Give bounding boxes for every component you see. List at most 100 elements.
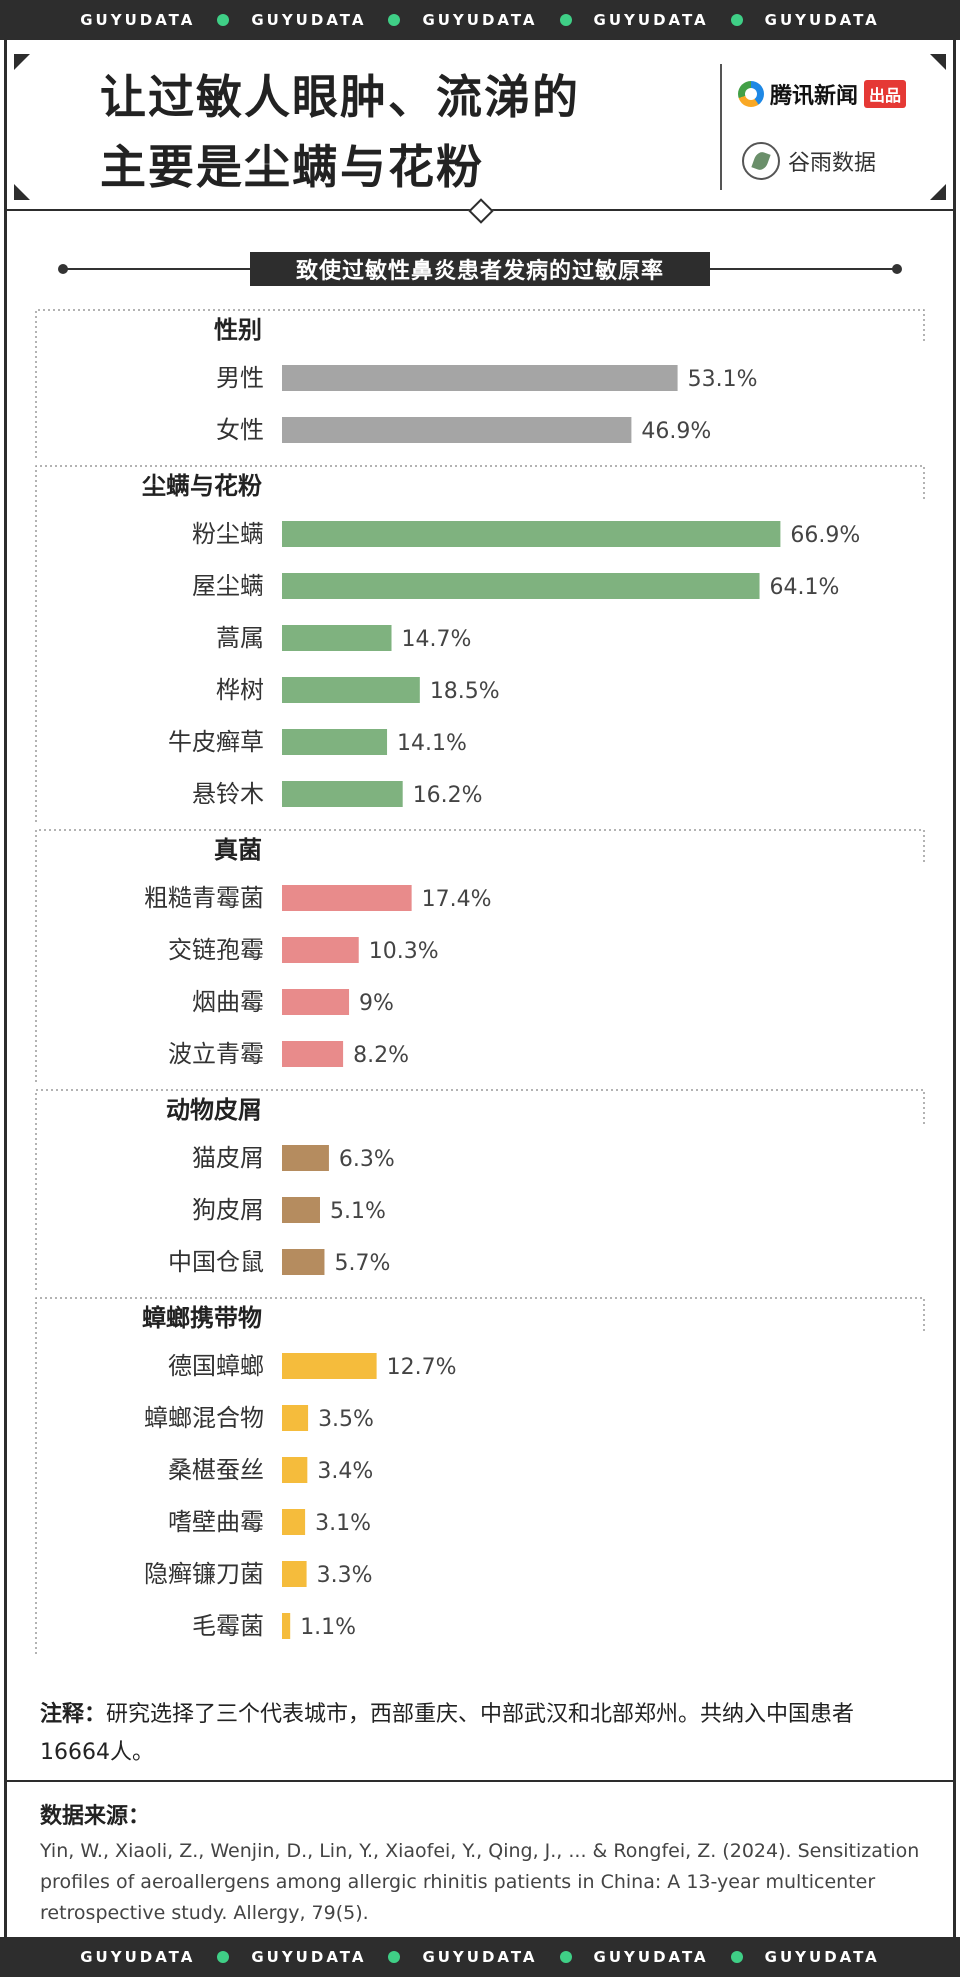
value-label: 3.4% <box>317 1459 373 1484</box>
brand1-tag: 出品 <box>864 80 907 108</box>
value-label: 3.1% <box>315 1511 371 1536</box>
bar <box>282 521 781 547</box>
green-dot-icon <box>388 14 401 26</box>
value-label: 17.4% <box>422 887 492 912</box>
bar <box>282 1353 377 1379</box>
bar <box>282 1613 291 1639</box>
category-label: 烟曲霉 <box>192 988 264 1016</box>
bar <box>282 1041 344 1067</box>
value-label: 16.2% <box>413 783 483 808</box>
green-dot-icon <box>217 1951 230 1963</box>
band-word: GUYUDATA <box>422 11 538 29</box>
bar <box>282 365 678 391</box>
value-label: 5.1% <box>330 1199 386 1224</box>
green-dot-icon <box>730 14 743 26</box>
group-bracket <box>35 465 925 822</box>
bar <box>282 1249 325 1275</box>
green-dot-icon <box>730 1951 743 1963</box>
group-label: 尘螨与花粉 <box>142 472 262 500</box>
value-label: 66.9% <box>790 523 860 548</box>
note-text: 研究选择了三个代表城市，西部重庆、中部武汉和北部郑州。共纳入中国患者16664人… <box>40 1702 855 1765</box>
category-label: 女性 <box>216 416 264 444</box>
band-word: GUYUDATA <box>80 1948 196 1966</box>
brand1-name: 腾讯新闻 <box>770 84 859 109</box>
category-label: 波立青霉 <box>168 1040 264 1068</box>
group-label: 蟑螂携带物 <box>142 1304 262 1332</box>
title-line-2: 主要是尘螨与花粉 <box>100 140 484 194</box>
category-label: 嗜壁曲霉 <box>168 1508 264 1536</box>
value-label: 3.5% <box>318 1407 374 1432</box>
category-label: 男性 <box>216 364 264 392</box>
group-label: 真菌 <box>214 836 262 864</box>
group-bracket <box>35 1089 925 1290</box>
bar <box>282 729 388 755</box>
value-label: 3.3% <box>317 1563 373 1588</box>
group-label: 动物皮屑 <box>166 1096 262 1124</box>
value-label: 18.5% <box>430 679 500 704</box>
category-label: 桑椹蚕丝 <box>168 1456 264 1484</box>
category-label: 蒿属 <box>216 624 264 652</box>
bar <box>282 1145 329 1171</box>
rule-end-dot <box>892 264 902 274</box>
value-label: 9% <box>359 991 394 1016</box>
green-dot-icon <box>559 1951 572 1963</box>
note-label: 注释： <box>40 1702 107 1727</box>
value-label: 5.7% <box>334 1251 390 1276</box>
green-dot-icon <box>559 14 572 26</box>
bar <box>282 625 392 651</box>
title-line-1: 让过敏人眼肿、流涕的 <box>100 70 580 124</box>
band-word: GUYUDATA <box>422 1948 538 1966</box>
group-bracket <box>35 829 925 1082</box>
brand2-name: 谷雨数据 <box>788 151 877 176</box>
bar <box>282 417 632 443</box>
category-label: 粗糙青霉菌 <box>144 884 264 912</box>
value-label: 6.3% <box>339 1147 395 1172</box>
guyu-data-brand: 谷雨数据 <box>742 142 876 180</box>
category-label: 狗皮屑 <box>192 1196 264 1224</box>
category-label: 德国蟑螂 <box>168 1352 264 1380</box>
chart-title: 致使过敏性鼻炎患者发病的过敏原率 <box>250 252 710 286</box>
tencent-news-logo-icon <box>738 81 764 107</box>
category-label: 隐癣镰刀菌 <box>144 1560 264 1588</box>
rule-end-dot <box>58 264 68 274</box>
bottom-brand-band: GUYUDATA GUYUDATA GUYUDATA GUYUDATA GUYUDATA <box>0 1937 960 1977</box>
header-divider <box>720 64 722 190</box>
category-label: 交链孢霉 <box>168 936 264 964</box>
value-label: 64.1% <box>770 575 840 600</box>
band-word: GUYUDATA <box>251 11 367 29</box>
bar <box>282 885 412 911</box>
source-label: 数据来源： <box>40 1804 151 1829</box>
green-dot-icon <box>217 14 230 26</box>
bar <box>282 1561 307 1587</box>
band-word: GUYUDATA <box>764 11 880 29</box>
top-brand-band: GUYUDATA GUYUDATA GUYUDATA GUYUDATA GUYUDATA <box>0 0 960 40</box>
value-label: 10.3% <box>369 939 439 964</box>
bar <box>282 1509 306 1535</box>
band-word: GUYUDATA <box>251 1948 367 1966</box>
value-label: 14.1% <box>397 731 467 756</box>
source-block: 数据来源： Yin, W., Xiaoli, Z., Wenjin, D., L… <box>40 1798 930 1929</box>
group-label: 性别 <box>214 316 262 344</box>
bar <box>282 573 760 599</box>
page-frame <box>4 40 956 1937</box>
bar <box>282 677 420 703</box>
category-label: 毛霉菌 <box>192 1612 264 1640</box>
value-label: 12.7% <box>387 1355 457 1380</box>
value-label: 1.1% <box>300 1615 356 1640</box>
value-label: 14.7% <box>402 627 472 652</box>
value-label: 53.1% <box>688 367 758 392</box>
band-word: GUYUDATA <box>80 11 196 29</box>
category-label: 猫皮屑 <box>192 1144 264 1172</box>
bar <box>282 937 359 963</box>
band-word: GUYUDATA <box>764 1948 880 1966</box>
category-label: 牛皮癣草 <box>168 728 264 756</box>
bar <box>282 781 403 807</box>
corner-decoration <box>14 54 30 70</box>
corner-decoration <box>14 184 30 200</box>
corner-decoration <box>930 184 946 200</box>
footer-rule <box>4 1780 956 1782</box>
category-label: 桦树 <box>216 676 264 704</box>
bar <box>282 1197 320 1223</box>
source-reference: Yin, W., Xiaoli, Z., Wenjin, D., Lin, Y.… <box>40 1840 920 1924</box>
